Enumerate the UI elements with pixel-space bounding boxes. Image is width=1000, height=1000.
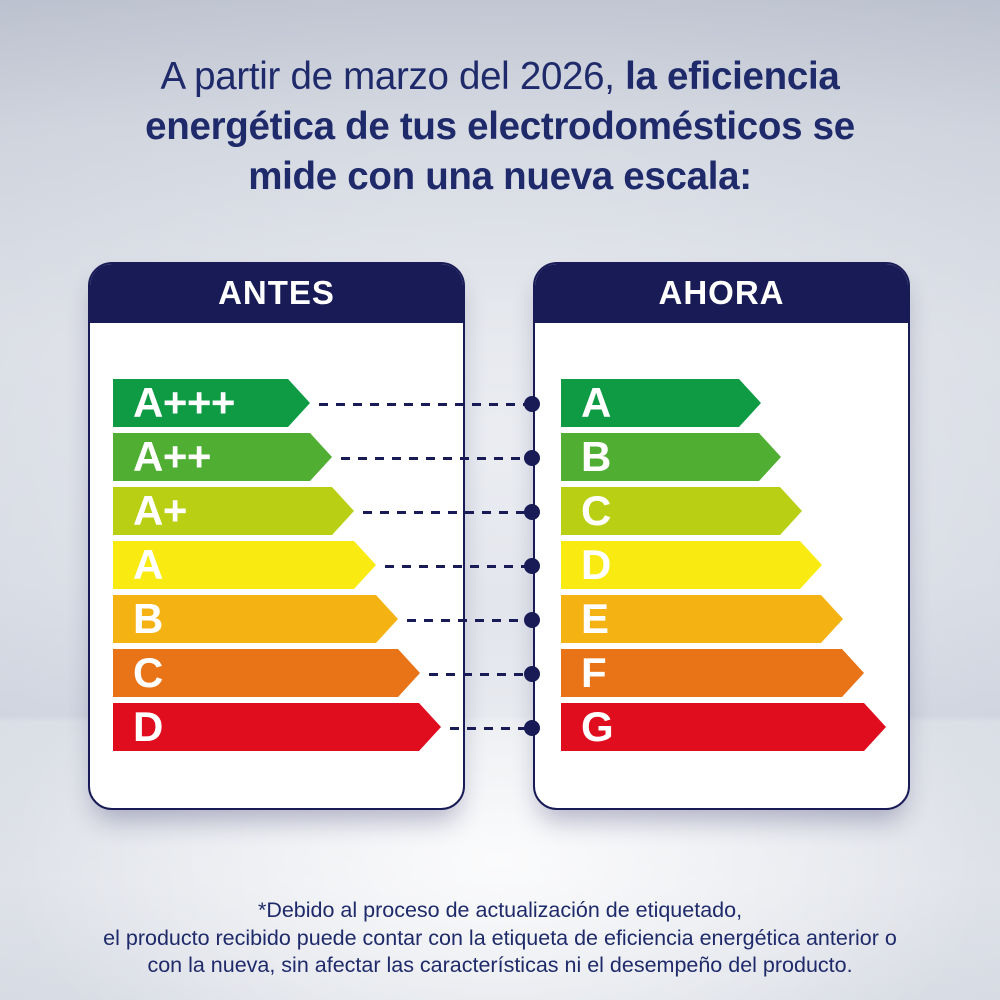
panel-antes-header: ANTES <box>90 264 463 323</box>
antes-rating-label: C <box>133 649 163 696</box>
ahora-rating-arrow-c: C <box>561 487 802 535</box>
ahora-rating-label: C <box>581 487 611 534</box>
antes-rating-label: A+++ <box>133 379 235 426</box>
antes-rating-arrow-c: C <box>113 649 420 697</box>
ahora-rating-arrow-f: F <box>561 649 864 697</box>
title-line-1: A partir de marzo del 2026, la eficienci… <box>0 52 1000 102</box>
ahora-rating-arrow-d: D <box>561 541 822 589</box>
panel-ahora-header: AHORA <box>535 264 908 323</box>
ahora-rating-label: D <box>581 541 611 588</box>
antes-rating-label: B <box>133 595 163 642</box>
antes-rating-arrow-a: A <box>113 541 376 589</box>
footnote-line-3: con la nueva, sin afectar las caracterís… <box>147 953 853 977</box>
antes-rating-label: D <box>133 703 163 750</box>
antes-rating-label: A++ <box>133 433 211 480</box>
ahora-rating-label: B <box>581 433 611 480</box>
footnote-line-2: el producto recibido puede contar con la… <box>103 925 897 950</box>
antes-rating-arrow-a-plus: A+ <box>113 487 354 535</box>
ahora-rating-arrow-e: E <box>561 595 843 643</box>
panel-antes: ANTES A+++ A++ A+ A B C D <box>88 262 465 810</box>
ahora-rating-label: F <box>581 649 607 696</box>
title-line-2: energética de tus electrodomésticos se <box>145 105 855 148</box>
antes-rating-label: A+ <box>133 487 187 534</box>
antes-rating-arrow-b: B <box>113 595 398 643</box>
antes-rating-arrow-a-plus-plus-plus: A+++ <box>113 379 310 427</box>
ahora-rating-arrow-g: G <box>561 703 886 751</box>
ahora-rating-label: G <box>581 703 614 750</box>
ahora-rating-arrow-b: B <box>561 433 781 481</box>
antes-rating-rows: A+++ A++ A+ A B C D <box>90 323 463 751</box>
antes-rating-arrow-a-plus-plus: A++ <box>113 433 332 481</box>
ahora-rating-arrow-a: A <box>561 379 761 427</box>
title-line-1-bold: la eficiencia <box>625 55 840 98</box>
antes-rating-label: A <box>133 541 163 588</box>
page-title: A partir de marzo del 2026, la eficienci… <box>0 52 1000 202</box>
ahora-rating-label: E <box>581 595 609 642</box>
antes-rating-arrow-d: D <box>113 703 441 751</box>
footnote-line-1: *Debido al proceso de actualización de e… <box>257 898 743 922</box>
title-line-1-regular: A partir de marzo del 2026, <box>160 55 626 98</box>
footnote: *Debido al proceso de actualización de e… <box>0 897 1000 980</box>
title-line-3: mide con una nueva escala: <box>248 155 752 198</box>
ahora-rating-label: A <box>581 379 611 426</box>
